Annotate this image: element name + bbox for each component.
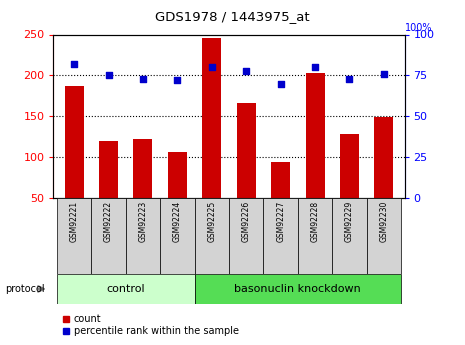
Text: GDS1978 / 1443975_at: GDS1978 / 1443975_at <box>155 10 310 23</box>
Bar <box>168 152 187 198</box>
Bar <box>126 198 160 274</box>
Point <box>139 76 146 81</box>
Text: protocol: protocol <box>5 284 44 294</box>
Text: GSM92229: GSM92229 <box>345 201 354 242</box>
Bar <box>133 139 153 198</box>
Bar <box>99 141 118 198</box>
Point <box>208 65 215 70</box>
Bar <box>264 198 298 274</box>
Point <box>312 65 319 70</box>
Text: 100%: 100% <box>405 23 432 33</box>
Bar <box>306 73 325 198</box>
Text: GSM92224: GSM92224 <box>173 201 182 242</box>
Point <box>346 76 353 81</box>
Bar <box>194 274 401 304</box>
Text: GSM92226: GSM92226 <box>242 201 251 242</box>
Bar <box>65 86 84 198</box>
Text: GSM92223: GSM92223 <box>139 201 147 242</box>
Point <box>380 71 388 77</box>
Point <box>277 81 285 87</box>
Bar <box>202 38 221 198</box>
Bar <box>229 198 264 274</box>
Bar <box>57 198 91 274</box>
Point <box>70 61 78 67</box>
Bar <box>237 102 256 198</box>
Bar <box>340 135 359 198</box>
Bar <box>367 198 401 274</box>
Bar <box>332 198 367 274</box>
Point <box>243 68 250 73</box>
Bar <box>160 198 194 274</box>
Text: GSM92230: GSM92230 <box>379 201 388 242</box>
Bar <box>194 198 229 274</box>
Bar <box>271 161 290 198</box>
Text: basonuclin knockdown: basonuclin knockdown <box>234 284 361 294</box>
Text: control: control <box>106 284 145 294</box>
Bar <box>91 198 126 274</box>
Text: GSM92227: GSM92227 <box>276 201 285 242</box>
Bar <box>57 274 194 304</box>
Text: GSM92221: GSM92221 <box>70 201 79 242</box>
Point <box>105 73 112 78</box>
Point <box>173 78 181 83</box>
Bar <box>374 117 393 198</box>
Legend: count, percentile rank within the sample: count, percentile rank within the sample <box>58 310 243 340</box>
Text: GSM92228: GSM92228 <box>311 201 319 242</box>
Text: GSM92225: GSM92225 <box>207 201 216 242</box>
Bar <box>298 198 332 274</box>
Text: GSM92222: GSM92222 <box>104 201 113 242</box>
